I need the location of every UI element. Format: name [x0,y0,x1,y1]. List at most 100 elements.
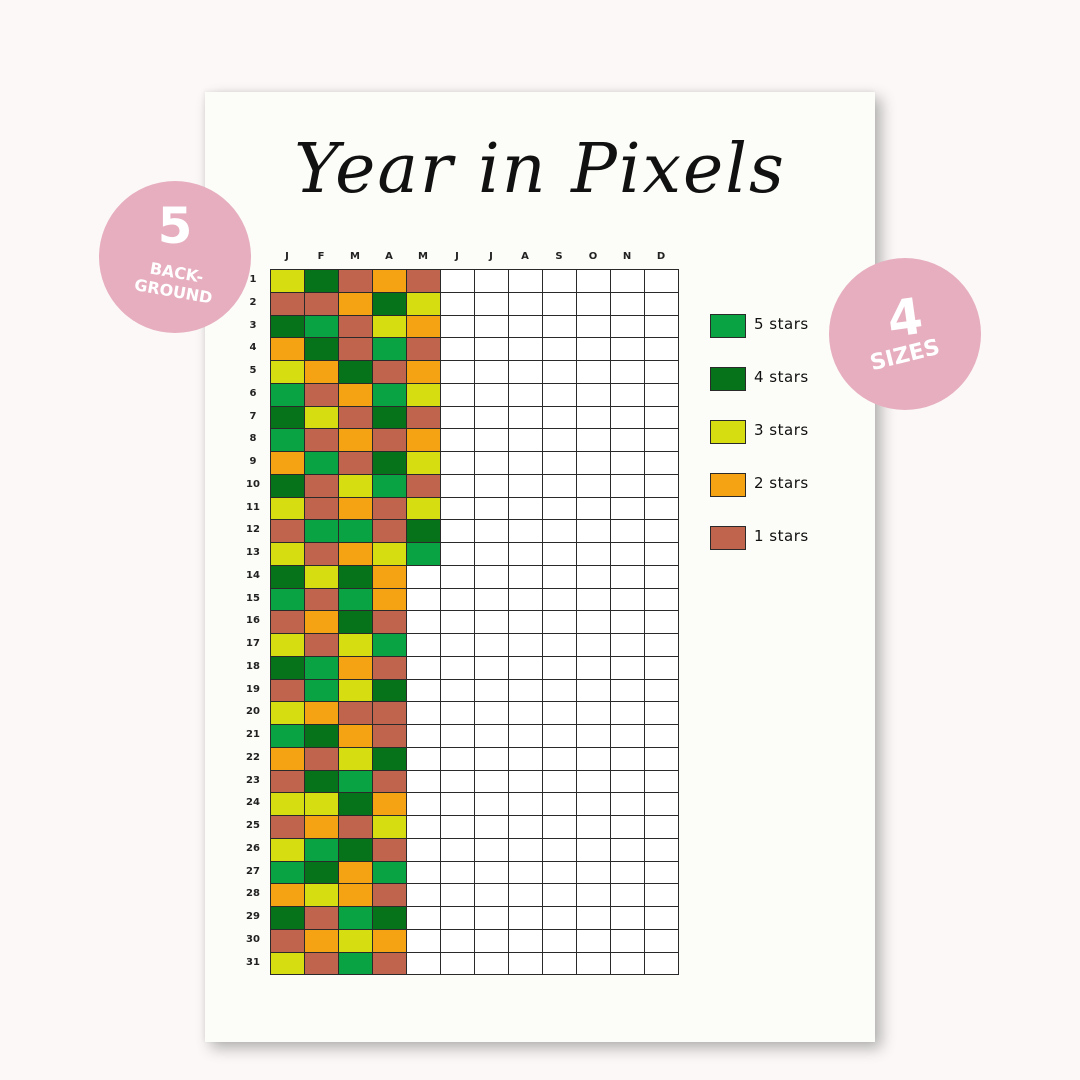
day-cell[interactable] [542,337,577,361]
day-cell[interactable] [644,519,679,543]
day-cell[interactable] [338,837,373,862]
day-cell[interactable] [576,473,611,498]
day-cell[interactable] [338,633,373,657]
day-cell[interactable] [406,769,441,794]
day-cell[interactable] [576,610,611,634]
day-cell[interactable] [338,587,373,612]
day-cell[interactable] [644,587,679,612]
day-cell[interactable] [576,519,611,543]
day-cell[interactable] [338,496,373,521]
day-cell[interactable] [542,428,577,452]
day-cell[interactable] [576,951,611,976]
day-cell[interactable] [474,519,509,543]
day-cell[interactable] [644,360,679,384]
day-cell[interactable] [576,815,611,839]
day-cell[interactable] [270,360,305,384]
day-cell[interactable] [372,655,407,680]
day-cell[interactable] [440,792,475,816]
day-cell[interactable] [338,519,373,543]
day-cell[interactable] [508,655,543,680]
day-cell[interactable] [406,337,441,361]
day-cell[interactable] [406,860,441,885]
day-cell[interactable] [474,633,509,657]
day-cell[interactable] [372,405,407,430]
day-cell[interactable] [372,587,407,612]
day-cell[interactable] [508,837,543,862]
day-cell[interactable] [542,837,577,862]
day-cell[interactable] [304,701,339,725]
day-cell[interactable] [644,860,679,885]
day-cell[interactable] [338,701,373,725]
day-cell[interactable] [372,519,407,543]
day-cell[interactable] [542,678,577,703]
day-cell[interactable] [270,815,305,839]
day-cell[interactable] [508,451,543,475]
day-cell[interactable] [440,542,475,566]
day-cell[interactable] [440,269,475,293]
day-cell[interactable] [644,678,679,703]
day-cell[interactable] [440,291,475,316]
day-cell[interactable] [372,724,407,748]
day-cell[interactable] [576,405,611,430]
day-cell[interactable] [610,382,645,407]
day-cell[interactable] [372,883,407,907]
day-cell[interactable] [338,405,373,430]
day-cell[interactable] [610,769,645,794]
day-cell[interactable] [304,473,339,498]
day-cell[interactable] [338,792,373,816]
day-cell[interactable] [508,678,543,703]
day-cell[interactable] [474,860,509,885]
day-cell[interactable] [644,337,679,361]
day-cell[interactable] [508,269,543,293]
day-cell[interactable] [542,451,577,475]
day-cell[interactable] [576,746,611,771]
day-cell[interactable] [304,724,339,748]
day-cell[interactable] [576,837,611,862]
day-cell[interactable] [542,610,577,634]
day-cell[interactable] [440,314,475,339]
day-cell[interactable] [474,906,509,930]
day-cell[interactable] [304,633,339,657]
day-cell[interactable] [610,610,645,634]
day-cell[interactable] [576,883,611,907]
day-cell[interactable] [372,337,407,361]
day-cell[interactable] [406,269,441,293]
day-cell[interactable] [270,746,305,771]
day-cell[interactable] [644,792,679,816]
day-cell[interactable] [440,337,475,361]
day-cell[interactable] [576,587,611,612]
day-cell[interactable] [440,360,475,384]
day-cell[interactable] [508,633,543,657]
day-cell[interactable] [372,451,407,475]
day-cell[interactable] [372,815,407,839]
day-cell[interactable] [406,792,441,816]
day-cell[interactable] [406,382,441,407]
day-cell[interactable] [372,769,407,794]
day-cell[interactable] [338,655,373,680]
day-cell[interactable] [644,382,679,407]
day-cell[interactable] [542,928,577,953]
day-cell[interactable] [372,792,407,816]
day-cell[interactable] [576,382,611,407]
day-cell[interactable] [610,451,645,475]
day-cell[interactable] [576,792,611,816]
day-cell[interactable] [406,724,441,748]
day-cell[interactable] [270,405,305,430]
day-cell[interactable] [508,906,543,930]
day-cell[interactable] [474,928,509,953]
day-cell[interactable] [542,724,577,748]
day-cell[interactable] [440,860,475,885]
day-cell[interactable] [440,883,475,907]
day-cell[interactable] [576,769,611,794]
day-cell[interactable] [474,473,509,498]
day-cell[interactable] [270,564,305,589]
day-cell[interactable] [576,269,611,293]
day-cell[interactable] [338,951,373,976]
day-cell[interactable] [576,291,611,316]
day-cell[interactable] [406,837,441,862]
day-cell[interactable] [610,678,645,703]
day-cell[interactable] [304,564,339,589]
day-cell[interactable] [644,269,679,293]
day-cell[interactable] [610,405,645,430]
day-cell[interactable] [644,473,679,498]
